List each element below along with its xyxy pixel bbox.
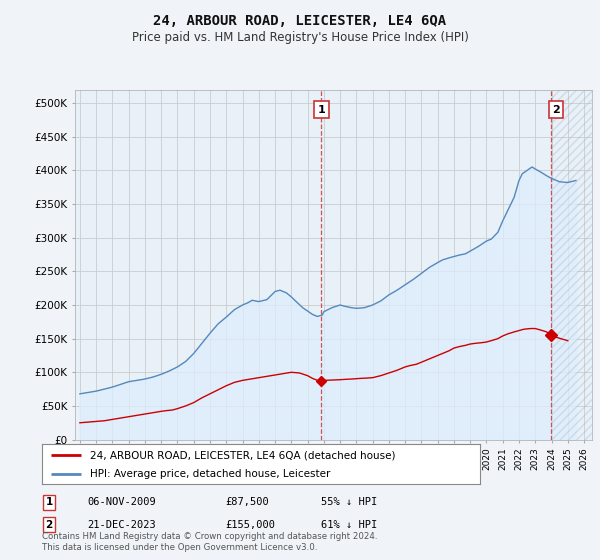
Text: 2: 2 bbox=[552, 105, 560, 115]
Text: 2: 2 bbox=[46, 520, 53, 530]
Text: 1: 1 bbox=[317, 105, 325, 115]
Text: 24, ARBOUR ROAD, LEICESTER, LE4 6QA: 24, ARBOUR ROAD, LEICESTER, LE4 6QA bbox=[154, 14, 446, 28]
Text: 61% ↓ HPI: 61% ↓ HPI bbox=[321, 520, 377, 530]
Text: 06-NOV-2009: 06-NOV-2009 bbox=[87, 497, 156, 507]
Text: HPI: Average price, detached house, Leicester: HPI: Average price, detached house, Leic… bbox=[90, 469, 331, 479]
Text: 55% ↓ HPI: 55% ↓ HPI bbox=[321, 497, 377, 507]
Text: Contains HM Land Registry data © Crown copyright and database right 2024.
This d: Contains HM Land Registry data © Crown c… bbox=[42, 532, 377, 552]
Text: £87,500: £87,500 bbox=[225, 497, 269, 507]
Text: 24, ARBOUR ROAD, LEICESTER, LE4 6QA (detached house): 24, ARBOUR ROAD, LEICESTER, LE4 6QA (det… bbox=[90, 450, 395, 460]
Text: 1: 1 bbox=[46, 497, 53, 507]
Text: 21-DEC-2023: 21-DEC-2023 bbox=[87, 520, 156, 530]
Text: £155,000: £155,000 bbox=[225, 520, 275, 530]
Text: Price paid vs. HM Land Registry's House Price Index (HPI): Price paid vs. HM Land Registry's House … bbox=[131, 31, 469, 44]
